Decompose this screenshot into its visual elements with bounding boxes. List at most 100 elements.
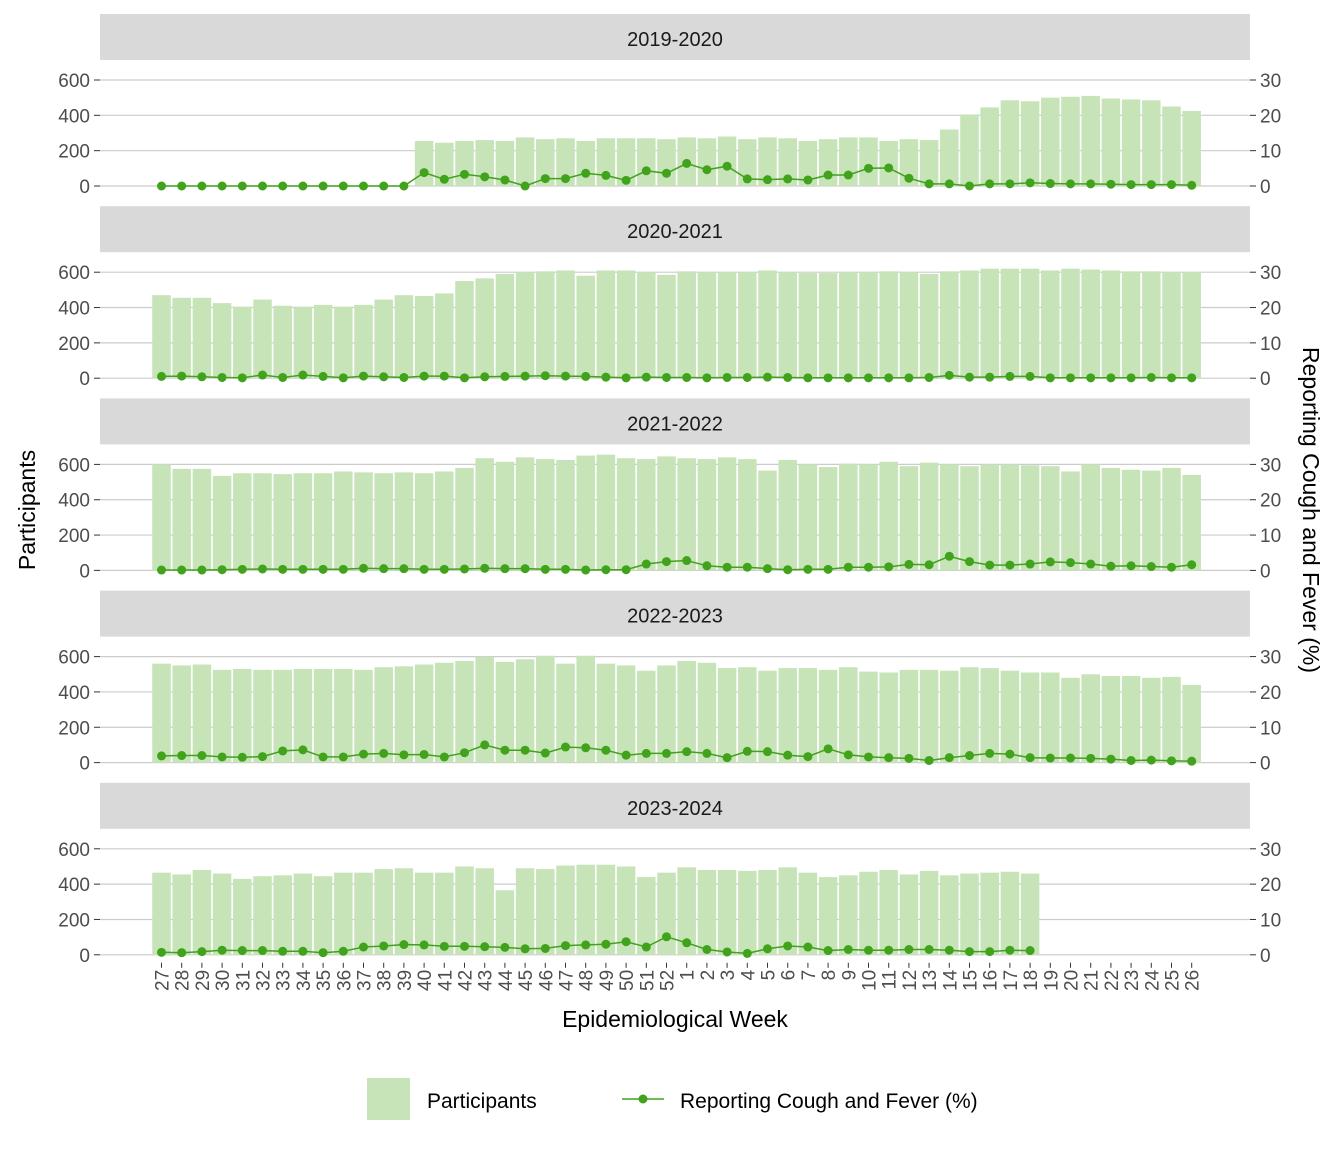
participants-bar	[637, 272, 656, 379]
cough-fever-point	[1187, 560, 1197, 570]
cough-fever-point	[237, 564, 247, 574]
participants-bar	[475, 140, 494, 186]
cough-fever-point	[1086, 373, 1096, 383]
facet-strip	[100, 206, 1250, 253]
participants-bar	[859, 272, 878, 379]
participants-bar	[475, 458, 494, 571]
participants-bar	[334, 872, 353, 955]
cough-fever-point	[1025, 946, 1035, 956]
cough-fever-point	[1146, 372, 1156, 382]
participants-bar	[374, 667, 393, 763]
x-tick-label: 33	[274, 970, 295, 991]
cough-fever-point	[540, 174, 550, 184]
cough-fever-point	[318, 371, 328, 381]
y-right-tick-label: 30	[1260, 455, 1281, 476]
cough-fever-point	[561, 742, 570, 752]
y-right-tick-label: 10	[1260, 718, 1281, 739]
cough-fever-point	[864, 945, 873, 955]
y-right-tick-label: 30	[1260, 648, 1281, 669]
cough-fever-point	[823, 373, 833, 383]
cough-fever-point	[783, 941, 793, 951]
cough-fever-point	[298, 181, 308, 191]
cough-fever-point	[1126, 373, 1136, 383]
participants-bar	[152, 295, 171, 379]
participants-bar	[1061, 677, 1080, 763]
participants-bar	[616, 665, 636, 763]
cough-fever-point	[763, 944, 772, 954]
cough-fever-line	[161, 374, 1192, 379]
participants-bar	[1162, 676, 1181, 763]
participants-bar	[334, 668, 353, 763]
participants-bar	[596, 138, 616, 186]
cough-fever-point	[682, 747, 692, 757]
cough-fever-point	[1167, 756, 1176, 766]
cough-fever-point	[338, 373, 348, 383]
participants-bar	[919, 669, 939, 763]
cough-fever-point	[581, 565, 591, 575]
participants-bar	[212, 669, 232, 763]
participants-bar	[677, 661, 696, 763]
participants-bar	[233, 306, 252, 379]
panel-2021-2022: 2021-2022 0 200 400 600 0 10 20 30	[58, 398, 1281, 582]
participants-bar	[616, 270, 636, 379]
participants-bar	[1121, 676, 1141, 763]
x-tick-label: 34	[294, 969, 315, 991]
cough-fever-point	[419, 940, 429, 950]
cough-fever-point	[298, 745, 308, 755]
participants-bar	[1000, 670, 1020, 763]
cough-fever-point	[338, 752, 348, 762]
participants-bar	[1182, 272, 1201, 379]
cough-fever-point	[237, 181, 247, 191]
cough-fever-point	[1167, 180, 1176, 190]
participants-bar	[1162, 467, 1181, 571]
cough-fever-point	[742, 746, 752, 756]
x-tick-label: 9	[839, 970, 860, 981]
cough-fever-point	[460, 748, 469, 758]
participants-bar	[738, 667, 757, 763]
participants-bar	[253, 299, 272, 379]
cough-fever-point	[843, 170, 853, 180]
cough-fever-point	[1066, 558, 1075, 568]
cough-fever-point	[702, 165, 712, 175]
participants-bar	[940, 464, 959, 571]
x-tick-label: 36	[334, 970, 355, 991]
participants-bar	[899, 466, 919, 571]
cough-fever-point	[1167, 373, 1176, 383]
participants-bar	[940, 670, 959, 763]
participants-bar	[253, 669, 272, 763]
cough-fever-point	[520, 371, 530, 381]
cough-fever-point	[157, 371, 166, 381]
y-right-tick-label: 10	[1260, 142, 1281, 163]
y-right-tick-label: 0	[1260, 369, 1271, 390]
cough-fever-point	[258, 564, 267, 574]
participants-bar	[1000, 268, 1020, 379]
y-right-tick-label: 0	[1260, 754, 1271, 775]
x-tick-label: 31	[233, 970, 254, 991]
x-tick-label: 51	[637, 970, 658, 991]
cough-fever-point	[258, 946, 267, 956]
cough-fever-point	[177, 371, 187, 381]
x-tick-label: 50	[617, 970, 638, 991]
cough-fever-point	[944, 551, 954, 561]
participants-bar	[576, 455, 595, 571]
cough-fever-point	[783, 565, 793, 575]
cough-fever-point	[540, 371, 550, 381]
y-left-tick-label: 600	[58, 648, 90, 669]
participants-bar	[717, 457, 737, 571]
cough-fever-point	[1025, 371, 1035, 381]
participants-bar	[1101, 467, 1121, 571]
y-right-tick-label: 30	[1260, 71, 1281, 92]
participants-bar	[495, 140, 515, 186]
cough-fever-point	[621, 565, 631, 575]
cough-fever-point	[359, 749, 368, 759]
participants-bar	[1121, 271, 1141, 379]
y-right-tick-label: 20	[1260, 491, 1281, 512]
cough-fever-point	[864, 562, 873, 572]
participants-bar	[1020, 672, 1040, 763]
participants-bar	[455, 661, 474, 763]
cough-fever-point	[217, 181, 227, 191]
participants-bar	[152, 663, 171, 763]
participants-bar	[212, 303, 232, 379]
participants-bar	[940, 129, 959, 186]
participants-bar	[313, 473, 333, 571]
